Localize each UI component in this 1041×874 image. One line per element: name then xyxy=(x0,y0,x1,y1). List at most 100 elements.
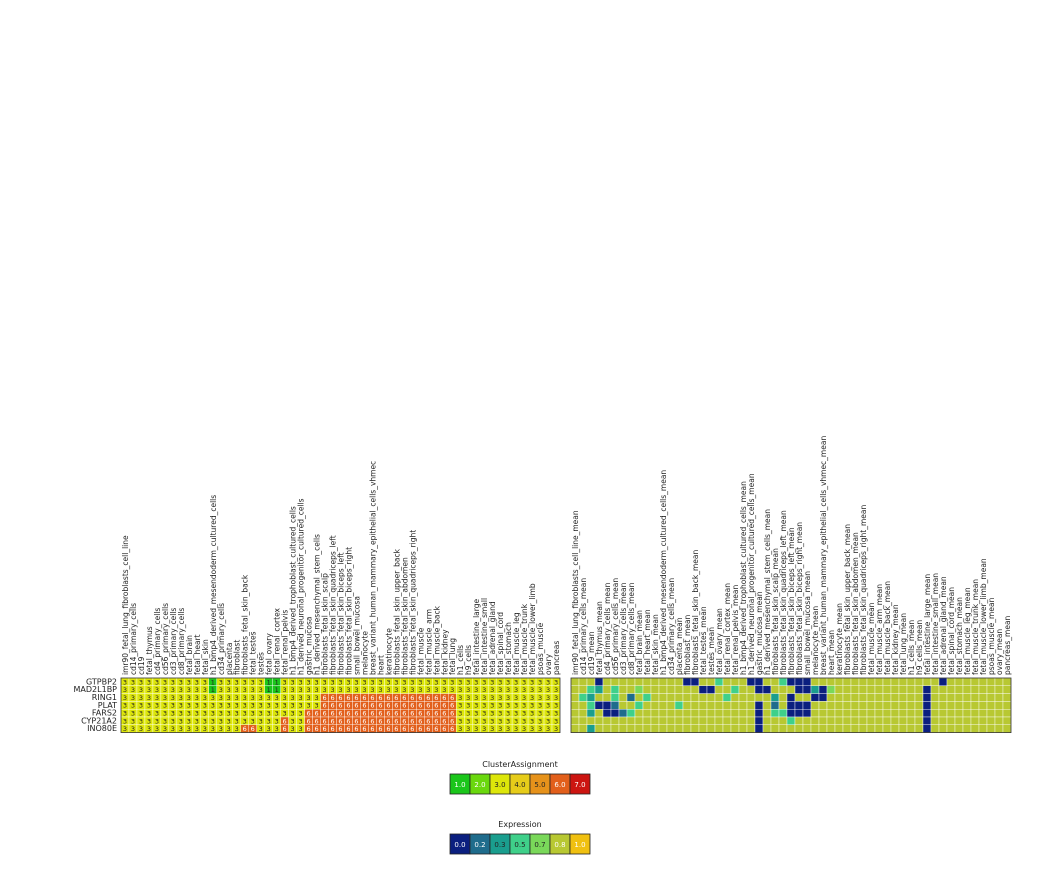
cell-label: 3 xyxy=(227,710,231,718)
cell-label: 3 xyxy=(482,686,486,694)
column-label: gastric_mucosa xyxy=(305,616,314,675)
cell-label: 3 xyxy=(506,694,510,702)
heatmap-cell xyxy=(778,685,788,694)
heatmap-cell xyxy=(626,724,636,733)
heatmap-cell xyxy=(666,701,676,710)
heatmap-cell xyxy=(826,701,836,710)
column-label: fetal_spinal_cord xyxy=(496,612,505,675)
heatmap-cell xyxy=(594,685,604,694)
heatmap-cell xyxy=(970,709,980,718)
cell-label: 3 xyxy=(203,702,207,710)
column-label: fetal_muscle_back xyxy=(432,605,441,675)
heatmap-cell xyxy=(946,677,956,687)
column-label: fetal_skin xyxy=(201,639,210,675)
heatmap-cell xyxy=(954,685,964,694)
cell-label: 3 xyxy=(370,678,374,686)
heatmap-cell xyxy=(770,716,780,726)
heatmap-cell xyxy=(706,709,716,718)
heatmap-cell xyxy=(674,685,684,694)
heatmap-cell xyxy=(674,701,684,710)
cell-label: 3 xyxy=(378,686,382,694)
heatmap-cell xyxy=(866,693,876,702)
heatmap-cell xyxy=(682,677,692,687)
cell-label: 6 xyxy=(330,710,334,718)
column-label: fetal_muscle_trunk_mean xyxy=(971,579,980,675)
heatmap-cell xyxy=(1002,724,1012,733)
heatmap-cell xyxy=(642,685,652,694)
expression-legend: Expression 0.0 0.2 0.3 0.5 0.7 0.8 1.0 xyxy=(449,820,591,855)
heatmap-cell xyxy=(786,693,796,702)
heatmap-cell xyxy=(730,685,740,694)
heatmap-cell xyxy=(914,677,924,687)
cell-label: 3 xyxy=(275,710,279,718)
column-label: fetal_adrenal_gland xyxy=(488,601,497,675)
column-label: cd14_primary_cells_mean xyxy=(579,578,588,675)
cell-label: 3 xyxy=(402,686,406,694)
cell-label: 6 xyxy=(410,694,414,702)
cell-label: 3 xyxy=(179,678,183,686)
heatmap-cell xyxy=(954,677,964,687)
heatmap-cell xyxy=(826,693,836,702)
heatmap-cell xyxy=(882,716,892,726)
heatmap-cell xyxy=(626,701,636,710)
heatmap-cell xyxy=(626,709,636,718)
heatmap-cell xyxy=(826,685,836,694)
heatmap-cell xyxy=(802,701,812,710)
cell-label: 3 xyxy=(482,702,486,710)
heatmap-cell xyxy=(738,677,748,687)
heatmap-cell xyxy=(954,716,964,726)
cell-label: 3 xyxy=(474,702,478,710)
heatmap-cell xyxy=(922,724,932,733)
column-label: fetal_stomach xyxy=(504,622,513,675)
cell-label: 3 xyxy=(299,694,303,702)
column-label: fibroblasts_fetal_skin_scalp xyxy=(321,573,330,675)
cell-label: 3 xyxy=(259,710,263,718)
cell-label: 6 xyxy=(330,717,334,725)
heatmap-cell xyxy=(618,693,628,702)
cell-label: 3 xyxy=(538,710,542,718)
heatmap-cell xyxy=(994,693,1004,702)
heatmap-cell xyxy=(706,716,716,726)
cell-label: 3 xyxy=(330,678,334,686)
heatmap-cell xyxy=(754,677,764,687)
heatmap-cell xyxy=(754,709,764,718)
column-label: fetal_muscle_back_mean xyxy=(883,581,892,675)
heatmap-cell xyxy=(610,716,620,726)
cell-label: 3 xyxy=(227,725,231,733)
column-label: fetal_ovary xyxy=(265,633,274,675)
heatmap-cell xyxy=(834,701,844,710)
column-label: fetal_renal_pelvis_mean xyxy=(731,585,740,675)
cell-label: 1 xyxy=(275,686,279,694)
heatmap-cell xyxy=(930,716,940,726)
cell-label: 3 xyxy=(482,678,486,686)
heatmap-cell xyxy=(674,716,684,726)
cell-label: 6 xyxy=(354,710,358,718)
column-label: h1_derived_neuronal_progenitor_cultured_… xyxy=(747,473,756,675)
cell-label: 3 xyxy=(530,717,534,725)
column-label: fetal_heart xyxy=(193,634,202,675)
column-label: fetal_intestine_large xyxy=(472,599,481,675)
cell-label: 3 xyxy=(235,725,239,733)
heatmap-cell xyxy=(930,677,940,687)
heatmap-cell xyxy=(714,724,724,733)
legend-label: 0.5 xyxy=(514,841,525,849)
cell-label: 3 xyxy=(163,710,167,718)
heatmap-cell xyxy=(906,701,916,710)
row-label: INO80E xyxy=(87,724,117,733)
heatmap-cell xyxy=(970,693,980,702)
cell-label: 3 xyxy=(171,725,175,733)
heatmap-cell xyxy=(698,677,708,687)
cell-label: 6 xyxy=(450,702,454,710)
column-label: heart xyxy=(376,655,385,675)
legend-label: 1.0 xyxy=(454,781,465,789)
column-label: fibroblasts_fetal_skin_back_mean xyxy=(691,550,700,675)
column-label: cd19_mean xyxy=(587,631,596,675)
cell-label: 3 xyxy=(330,686,334,694)
cell-label: 6 xyxy=(314,710,318,718)
heatmap-cell xyxy=(978,693,988,702)
column-label: fibroblasts_fetal_skin_biceps_left_mean xyxy=(787,527,796,675)
heatmap-cell xyxy=(570,709,580,718)
cell-label: 3 xyxy=(259,686,263,694)
heatmap-cell xyxy=(746,724,756,733)
